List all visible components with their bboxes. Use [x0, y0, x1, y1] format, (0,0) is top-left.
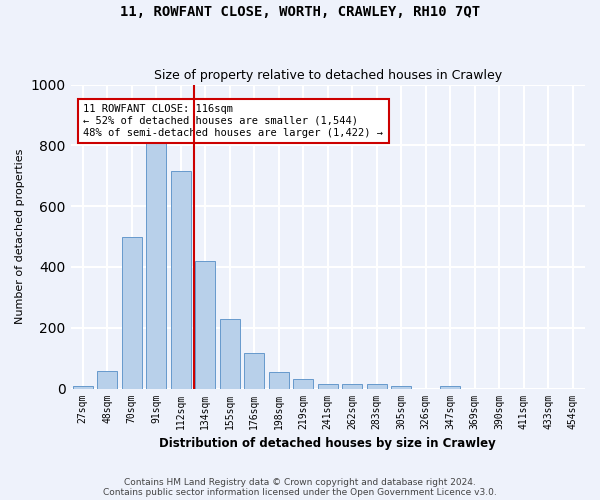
Title: Size of property relative to detached houses in Crawley: Size of property relative to detached ho…: [154, 69, 502, 82]
Bar: [73, 386, 92, 388]
Bar: [244, 353, 264, 388]
Bar: [122, 236, 142, 388]
Y-axis label: Number of detached properties: Number of detached properties: [15, 149, 25, 324]
Text: 11 ROWFANT CLOSE: 116sqm
← 52% of detached houses are smaller (1,544)
48% of sem: 11 ROWFANT CLOSE: 116sqm ← 52% of detach…: [83, 104, 383, 138]
Bar: [146, 138, 166, 388]
Bar: [391, 386, 411, 388]
Bar: [171, 171, 191, 388]
Bar: [196, 261, 215, 388]
Bar: [269, 372, 289, 388]
Bar: [97, 371, 117, 388]
Text: Contains HM Land Registry data © Crown copyright and database right 2024.
Contai: Contains HM Land Registry data © Crown c…: [103, 478, 497, 497]
Text: 11, ROWFANT CLOSE, WORTH, CRAWLEY, RH10 7QT: 11, ROWFANT CLOSE, WORTH, CRAWLEY, RH10 …: [120, 5, 480, 19]
X-axis label: Distribution of detached houses by size in Crawley: Distribution of detached houses by size …: [160, 437, 496, 450]
Bar: [293, 378, 313, 388]
Bar: [440, 386, 460, 388]
Bar: [318, 384, 338, 388]
Bar: [343, 384, 362, 388]
Bar: [220, 318, 239, 388]
Bar: [367, 384, 386, 388]
